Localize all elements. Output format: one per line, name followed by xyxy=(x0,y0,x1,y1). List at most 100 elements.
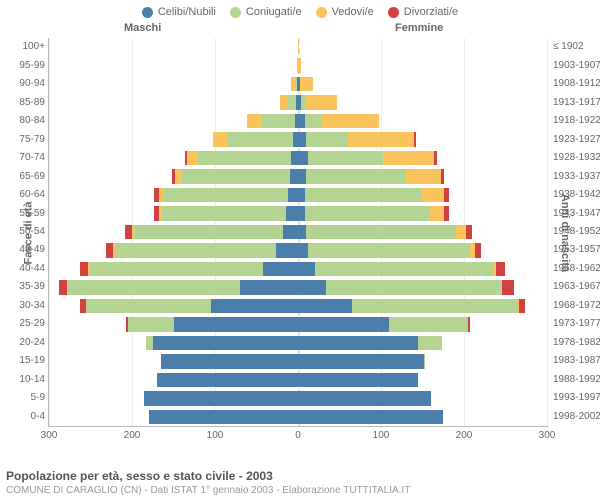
segment-con xyxy=(424,354,425,368)
male-bar xyxy=(106,243,298,257)
segment-cel xyxy=(298,243,308,257)
segment-div xyxy=(444,188,449,202)
male-header: Maschi xyxy=(124,22,161,34)
age-row xyxy=(49,297,547,315)
age-row xyxy=(49,371,547,389)
birth-year-label: ≤ 1902 xyxy=(553,41,600,52)
segment-con xyxy=(146,336,153,350)
y-axis-right-title: Anni di nascita xyxy=(559,193,571,271)
x-tick-label: 200 xyxy=(124,430,141,441)
birth-year-label: 1918-1922 xyxy=(553,115,600,126)
segment-cel xyxy=(153,336,298,350)
segment-con xyxy=(305,188,421,202)
segment-cel xyxy=(144,391,298,405)
x-tick-label: 100 xyxy=(207,430,224,441)
female-bar xyxy=(298,262,505,276)
segment-div xyxy=(468,317,470,331)
segment-cel xyxy=(298,354,424,368)
age-label: 30-34 xyxy=(0,300,45,311)
segment-cel xyxy=(286,206,298,220)
age-label: 40-44 xyxy=(0,263,45,274)
segment-con xyxy=(67,280,240,294)
birth-year-label: 1978-1982 xyxy=(553,337,600,348)
male-bar xyxy=(59,280,298,294)
age-row xyxy=(49,352,547,370)
x-tick-label: 300 xyxy=(41,430,58,441)
segment-ved xyxy=(213,132,228,146)
segment-con xyxy=(162,206,287,220)
male-bar xyxy=(291,77,298,91)
age-label: 100+ xyxy=(0,41,45,52)
segment-con xyxy=(306,225,455,239)
segment-ved xyxy=(321,114,379,128)
segment-con xyxy=(128,317,174,331)
female-bar xyxy=(298,132,416,146)
age-row xyxy=(49,93,547,111)
female-bar xyxy=(298,206,449,220)
age-row xyxy=(49,186,547,204)
x-tick-label: 0 xyxy=(295,430,301,441)
segment-cel xyxy=(298,410,443,424)
segment-ved xyxy=(456,225,466,239)
age-row xyxy=(49,112,547,130)
segment-div xyxy=(59,280,67,294)
segment-cel xyxy=(174,317,299,331)
segment-cel xyxy=(298,262,315,276)
age-row xyxy=(49,241,547,259)
birth-year-label: 1928-1932 xyxy=(553,152,600,163)
segment-cel xyxy=(298,151,308,165)
legend-item: Coniugati/e xyxy=(230,6,302,18)
segment-div xyxy=(80,262,88,276)
legend-label: Vedovi/e xyxy=(332,6,374,18)
female-bar xyxy=(298,114,379,128)
segment-cel xyxy=(298,317,389,331)
male-bar xyxy=(280,95,298,109)
segment-ved xyxy=(383,151,434,165)
male-bar xyxy=(161,354,298,368)
segment-cel xyxy=(149,410,298,424)
segment-con xyxy=(89,262,263,276)
segment-cel xyxy=(290,169,298,183)
segment-div xyxy=(106,243,113,257)
population-pyramid-chart: Celibi/NubiliConiugati/eVedovi/eDivorzia… xyxy=(0,0,600,500)
segment-ved xyxy=(298,58,301,72)
segment-div xyxy=(444,206,449,220)
female-bar xyxy=(298,188,449,202)
age-label: 75-79 xyxy=(0,134,45,145)
female-bar xyxy=(298,77,313,91)
birth-year-label: 1913-1917 xyxy=(553,97,600,108)
segment-div xyxy=(441,169,444,183)
segment-cel xyxy=(298,280,326,294)
segment-cel xyxy=(283,225,298,239)
x-tick-label: 100 xyxy=(373,430,390,441)
age-label: 50-54 xyxy=(0,226,45,237)
age-label: 45-49 xyxy=(0,244,45,255)
segment-con xyxy=(306,132,348,146)
male-bar xyxy=(154,188,298,202)
segment-ved xyxy=(348,132,414,146)
male-bar xyxy=(247,114,298,128)
plot-area: 100+≤ 190295-991903-190790-941908-191285… xyxy=(48,38,548,427)
birth-year-label: 1963-1967 xyxy=(553,281,600,292)
segment-ved xyxy=(305,95,337,109)
segment-cel xyxy=(288,188,298,202)
segment-cel xyxy=(298,373,418,387)
segment-ved xyxy=(247,114,262,128)
age-label: 10-14 xyxy=(0,374,45,385)
female-bar xyxy=(298,58,301,72)
segment-con xyxy=(305,114,322,128)
segment-div xyxy=(434,151,437,165)
age-label: 35-39 xyxy=(0,281,45,292)
age-row xyxy=(49,315,547,333)
x-tick-label: 200 xyxy=(456,430,473,441)
age-row xyxy=(49,334,547,352)
segment-cel xyxy=(211,299,298,313)
chart-subtitle: COMUNE DI CARAGLIO (CN) - Dati ISTAT 1° … xyxy=(6,485,410,496)
female-header: Femmine xyxy=(395,22,443,34)
segment-con xyxy=(228,132,293,146)
legend-swatch xyxy=(388,7,399,18)
segment-cel xyxy=(263,262,298,276)
birth-year-label: 1998-2002 xyxy=(553,411,600,422)
segment-cel xyxy=(298,225,306,239)
age-label: 0-4 xyxy=(0,411,45,422)
